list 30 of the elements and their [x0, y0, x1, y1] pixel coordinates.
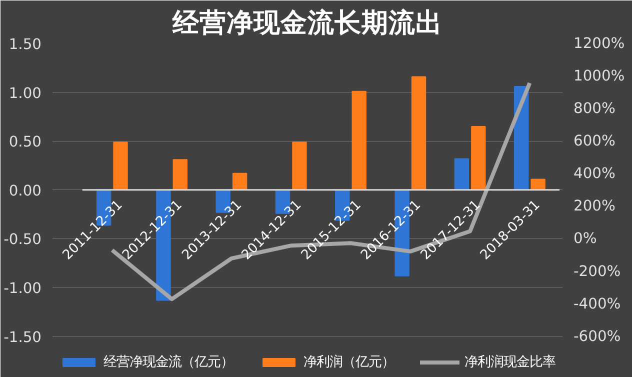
bar — [352, 90, 366, 190]
legend-label: 净利润（亿元） — [304, 354, 394, 371]
bar — [454, 158, 470, 190]
y2-tick-label: 400% — [574, 165, 616, 182]
chart-title: 经营净现金流长期流出 — [172, 8, 442, 38]
y-tick-label: 0.00 — [8, 182, 42, 200]
y2-tick-label: 1000% — [574, 68, 625, 85]
bar — [172, 159, 188, 190]
y2-tick-label: 200% — [574, 198, 616, 215]
bar — [113, 142, 128, 190]
bar — [411, 76, 426, 190]
y-tick-label: 1.00 — [8, 84, 42, 102]
y-tick-label: 0.50 — [8, 134, 42, 151]
y2-tick-label: 0% — [574, 230, 597, 248]
y2-tick-label: -600% — [574, 328, 621, 345]
y-tick-label: -0.50 — [4, 231, 42, 248]
bar — [232, 172, 248, 190]
bar — [530, 178, 546, 190]
y2-tick-label: 800% — [574, 100, 616, 118]
y2-tick-label: -400% — [574, 295, 621, 312]
legend-label: 经营净现金流（亿元） — [104, 354, 234, 371]
y-tick-label: 1.50 — [8, 36, 42, 53]
y2-tick-label: 600% — [574, 132, 616, 150]
legend-label: 净利润现金比率 — [464, 354, 556, 371]
bar — [292, 142, 307, 190]
y2-tick-label: -200% — [574, 262, 621, 280]
y-tick-label: -1.00 — [4, 280, 42, 298]
bar — [471, 126, 486, 190]
y2-tick-label: 1200% — [574, 35, 625, 52]
y-tick-label: -1.50 — [4, 328, 42, 346]
